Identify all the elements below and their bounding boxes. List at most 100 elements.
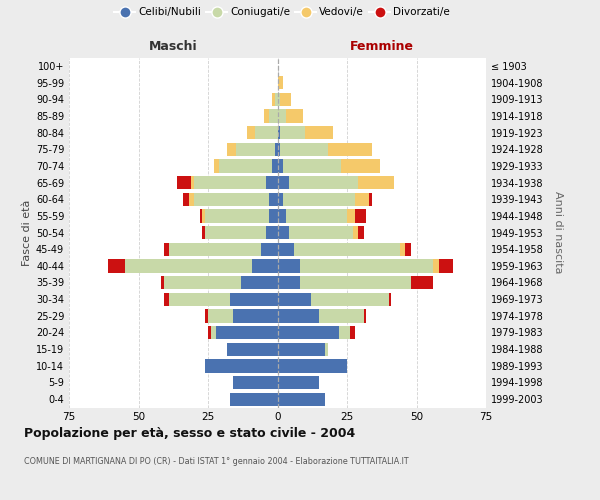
Bar xyxy=(389,292,391,306)
Bar xyxy=(202,209,205,222)
Bar xyxy=(277,359,347,372)
Bar xyxy=(205,309,208,322)
Bar xyxy=(266,176,277,189)
Bar xyxy=(411,276,433,289)
Text: Maschi: Maschi xyxy=(149,40,197,52)
Bar xyxy=(277,259,300,272)
Bar xyxy=(178,176,191,189)
Text: Femmine: Femmine xyxy=(350,40,414,52)
Bar xyxy=(247,126,255,139)
Bar xyxy=(277,342,325,356)
Bar xyxy=(269,192,277,206)
Bar xyxy=(169,292,230,306)
Bar xyxy=(277,309,319,322)
Bar xyxy=(233,376,277,389)
Bar xyxy=(286,109,302,122)
Bar xyxy=(277,109,286,122)
Bar xyxy=(353,226,358,239)
Bar xyxy=(269,209,277,222)
Bar xyxy=(277,176,289,189)
Bar xyxy=(369,192,372,206)
Bar xyxy=(219,159,272,172)
Bar xyxy=(164,242,169,256)
Bar xyxy=(300,259,433,272)
Bar xyxy=(294,242,400,256)
Bar xyxy=(328,142,372,156)
Bar xyxy=(191,176,194,189)
Bar xyxy=(305,126,333,139)
Text: Popolazione per età, sesso e stato civile - 2004: Popolazione per età, sesso e stato civil… xyxy=(24,428,355,440)
Bar xyxy=(277,142,280,156)
Y-axis label: Fasce di età: Fasce di età xyxy=(22,200,32,266)
Text: COMUNE DI MARTIGNANA DI PO (CR) - Dati ISTAT 1° gennaio 2004 - Elaborazione TUTT: COMUNE DI MARTIGNANA DI PO (CR) - Dati I… xyxy=(24,458,409,466)
Y-axis label: Anni di nascita: Anni di nascita xyxy=(553,191,563,274)
Bar xyxy=(211,326,217,339)
Bar xyxy=(277,92,280,106)
Bar xyxy=(347,209,355,222)
Bar xyxy=(169,242,261,256)
Bar xyxy=(227,342,277,356)
Bar xyxy=(255,126,277,139)
Bar xyxy=(277,326,338,339)
Bar xyxy=(161,276,164,289)
Bar xyxy=(205,226,266,239)
Bar xyxy=(311,292,389,306)
Bar xyxy=(341,159,380,172)
Bar xyxy=(108,259,125,272)
Bar xyxy=(277,292,311,306)
Bar xyxy=(236,142,275,156)
Bar xyxy=(364,309,367,322)
Bar xyxy=(269,109,277,122)
Bar xyxy=(280,92,292,106)
Bar xyxy=(202,226,205,239)
Bar xyxy=(406,242,411,256)
Bar xyxy=(261,242,277,256)
Bar xyxy=(277,192,283,206)
Bar xyxy=(214,159,219,172)
Bar xyxy=(233,309,277,322)
Bar xyxy=(205,359,277,372)
Bar xyxy=(277,392,325,406)
Bar xyxy=(277,159,283,172)
Bar xyxy=(355,192,369,206)
Bar xyxy=(319,309,364,322)
Bar xyxy=(283,192,355,206)
Bar xyxy=(183,192,188,206)
Bar xyxy=(277,226,289,239)
Bar xyxy=(325,342,328,356)
Bar xyxy=(205,209,269,222)
Bar xyxy=(263,109,269,122)
Bar xyxy=(194,192,269,206)
Bar xyxy=(280,142,328,156)
Bar xyxy=(200,209,202,222)
Bar xyxy=(439,259,452,272)
Bar xyxy=(217,326,277,339)
Bar xyxy=(400,242,406,256)
Bar xyxy=(194,176,266,189)
Bar xyxy=(188,192,194,206)
Bar xyxy=(208,326,211,339)
Bar xyxy=(350,326,355,339)
Bar xyxy=(275,142,277,156)
Bar xyxy=(277,76,283,89)
Bar xyxy=(358,226,364,239)
Bar xyxy=(283,159,341,172)
Legend: Celibi/Nubili, Coniugati/e, Vedovi/e, Divorzati/e: Celibi/Nubili, Coniugati/e, Vedovi/e, Di… xyxy=(112,5,452,20)
Bar xyxy=(227,142,236,156)
Bar xyxy=(241,276,277,289)
Bar xyxy=(277,376,319,389)
Bar xyxy=(355,209,367,222)
Bar xyxy=(272,92,275,106)
Bar xyxy=(277,242,294,256)
Bar xyxy=(358,176,394,189)
Bar xyxy=(253,259,277,272)
Bar xyxy=(164,292,169,306)
Bar xyxy=(272,159,277,172)
Bar xyxy=(230,292,277,306)
Bar xyxy=(433,259,439,272)
Bar xyxy=(277,276,300,289)
Bar xyxy=(289,176,358,189)
Bar xyxy=(338,326,350,339)
Bar xyxy=(277,209,286,222)
Bar xyxy=(125,259,253,272)
